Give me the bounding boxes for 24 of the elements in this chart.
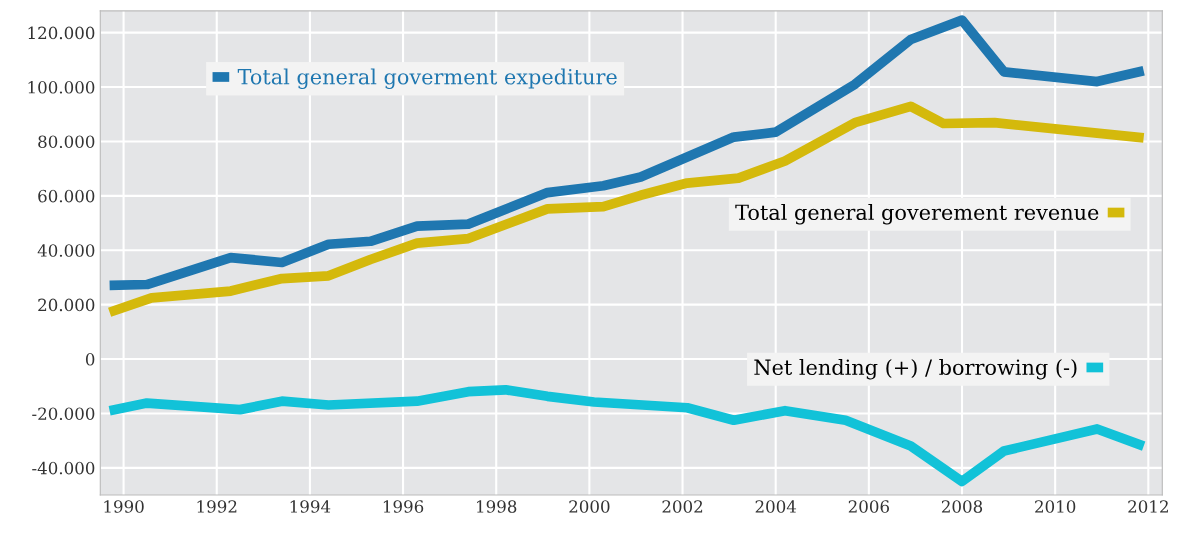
- x-tick-label: 2000: [569, 500, 610, 513]
- y-tick-label: 0: [85, 353, 95, 366]
- x-tick-label: 1990: [104, 500, 144, 513]
- legend-label: Total general goverement revenue: [735, 204, 1099, 225]
- x-tick-label: 2004: [755, 500, 797, 513]
- x-tick-label: 1992: [197, 500, 237, 513]
- x-tick-label: 2010: [1035, 500, 1076, 513]
- x-tick-label: 2002: [662, 500, 703, 513]
- legend-label: Net lending (+) / borrowing (-): [754, 358, 1077, 380]
- y-tick-label: 60.000: [38, 189, 95, 203]
- y-tick-label: -40.000: [32, 461, 95, 475]
- x-tick-label: 1998: [477, 500, 517, 513]
- x-tick-label: 2012: [1128, 500, 1168, 513]
- y-tick-label: 20.000: [38, 298, 95, 312]
- x-tick-label: 1994: [290, 500, 331, 513]
- y-tick-label: -20.000: [32, 407, 95, 421]
- y-tick-label: 40.000: [37, 244, 95, 257]
- y-tick-label: 80.000: [38, 135, 95, 149]
- y-tick-label: 100.000: [28, 81, 95, 94]
- x-tick-label: 2006: [848, 500, 890, 513]
- text: Total general goverment expediture: [237, 68, 617, 89]
- y-tick-label: 120.000: [28, 26, 95, 40]
- x-tick-label: 1996: [383, 500, 424, 513]
- x-tick-label: 2008: [941, 500, 983, 513]
